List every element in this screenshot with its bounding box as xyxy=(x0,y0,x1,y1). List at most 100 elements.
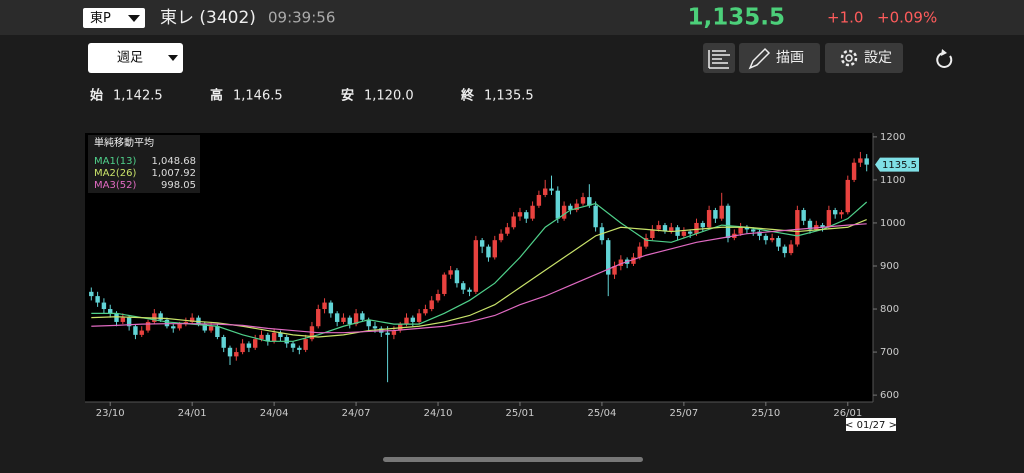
time: 09:39:56 xyxy=(268,9,335,27)
candle-body xyxy=(234,352,239,357)
candle-body xyxy=(253,339,258,348)
y-tick-label: 700 xyxy=(880,347,899,358)
candle-body xyxy=(429,300,434,310)
indicator-button[interactable] xyxy=(703,43,735,73)
refresh-icon[interactable] xyxy=(936,52,953,68)
stock-name: 東レ (3402) xyxy=(160,8,256,28)
y-tick-label: 1000 xyxy=(880,218,905,229)
ohlc-label: 終 xyxy=(460,88,475,104)
candle-body xyxy=(435,293,441,301)
candle-body xyxy=(587,197,592,206)
candle-body xyxy=(290,343,296,348)
candle-body xyxy=(574,203,579,211)
x-tick-label: 25/07 xyxy=(669,408,698,419)
candle-body xyxy=(372,326,378,329)
candle-body xyxy=(391,330,397,335)
candle-body xyxy=(757,231,762,236)
candle-body xyxy=(549,188,554,191)
candle-body xyxy=(618,259,624,266)
x-tick-label: 24/10 xyxy=(424,408,453,419)
x-tick-label: 24/07 xyxy=(342,408,371,419)
x-tick-label: 25/10 xyxy=(751,408,780,419)
candle-body xyxy=(196,317,201,325)
candle-body xyxy=(738,227,743,234)
ohlc-value: 1,142.5 xyxy=(113,89,163,104)
candle-body xyxy=(681,231,687,236)
cursor-date-box xyxy=(846,418,896,431)
candle-body xyxy=(133,326,138,335)
x-tick-label: 24/01 xyxy=(178,408,207,419)
candle-body xyxy=(694,222,699,234)
candle-body xyxy=(410,317,416,322)
gear-icon xyxy=(840,49,858,67)
dropdown-arrow xyxy=(128,15,140,22)
candle-body xyxy=(795,210,800,245)
pencil-icon xyxy=(748,47,771,70)
candle-body xyxy=(442,274,447,294)
legend-value: 1,007.92 xyxy=(151,168,196,179)
candle-body xyxy=(593,205,598,228)
candle-body xyxy=(536,194,542,206)
x-tick-label: 23/10 xyxy=(96,408,125,419)
candle-body xyxy=(511,216,516,228)
candle-body xyxy=(700,222,705,228)
candle-body xyxy=(473,240,479,292)
period-select[interactable] xyxy=(88,43,183,73)
candle-body xyxy=(353,313,359,325)
candle-body xyxy=(751,229,756,232)
candle-body xyxy=(561,205,567,219)
candle-body xyxy=(650,229,655,239)
top-bar xyxy=(0,0,1024,35)
candle-body xyxy=(139,330,144,335)
market-select[interactable] xyxy=(83,8,145,28)
candle-body xyxy=(580,197,586,204)
candle-body xyxy=(788,244,794,254)
change: +1.0 xyxy=(827,9,863,27)
candle-body xyxy=(177,324,182,329)
plot-area xyxy=(85,133,873,402)
candle-body xyxy=(839,212,844,215)
candle-body xyxy=(316,309,321,327)
y-tick-label: 1100 xyxy=(880,175,905,186)
legend-name: MA2(26) xyxy=(94,168,136,179)
candle-body xyxy=(221,337,226,348)
candle-body xyxy=(606,240,611,275)
candle-body xyxy=(95,296,100,303)
candle-body xyxy=(637,246,642,258)
candle-body xyxy=(776,238,781,247)
settings-button[interactable] xyxy=(825,43,903,73)
indicator-icon xyxy=(708,50,730,69)
dropdown-arrow xyxy=(168,55,178,61)
candle-body xyxy=(479,240,485,247)
candle-body xyxy=(845,179,850,213)
candle-body xyxy=(265,334,271,342)
y-tick-label: 900 xyxy=(880,261,899,272)
candle-body xyxy=(366,319,371,327)
ohlc-value: 1,146.5 xyxy=(233,89,283,104)
candle-body xyxy=(801,210,806,221)
candle-body xyxy=(164,319,170,327)
period: 週足 xyxy=(117,51,143,66)
moving-average-line xyxy=(91,218,867,338)
settings-label: 設定 xyxy=(864,50,892,66)
candle-body xyxy=(826,210,832,228)
candle-body xyxy=(687,231,693,234)
candle-body xyxy=(656,225,661,230)
candle-body xyxy=(108,309,113,314)
cursor-date: < 01/27 > xyxy=(845,420,897,431)
candle-body xyxy=(461,283,466,290)
gear-hub xyxy=(845,54,853,62)
draw-button[interactable] xyxy=(739,43,820,73)
y-tick-label: 1200 xyxy=(880,132,905,143)
candle-body xyxy=(202,324,207,331)
candle-body xyxy=(486,246,491,258)
candle-body xyxy=(858,158,863,163)
candle-body xyxy=(669,227,674,232)
candle-body xyxy=(322,302,327,310)
candle-body xyxy=(246,343,252,348)
candle-body xyxy=(643,238,649,247)
candle-body xyxy=(454,270,460,284)
candle-body xyxy=(542,188,548,195)
refresh-arrow xyxy=(941,49,947,56)
candle-body xyxy=(278,332,283,338)
